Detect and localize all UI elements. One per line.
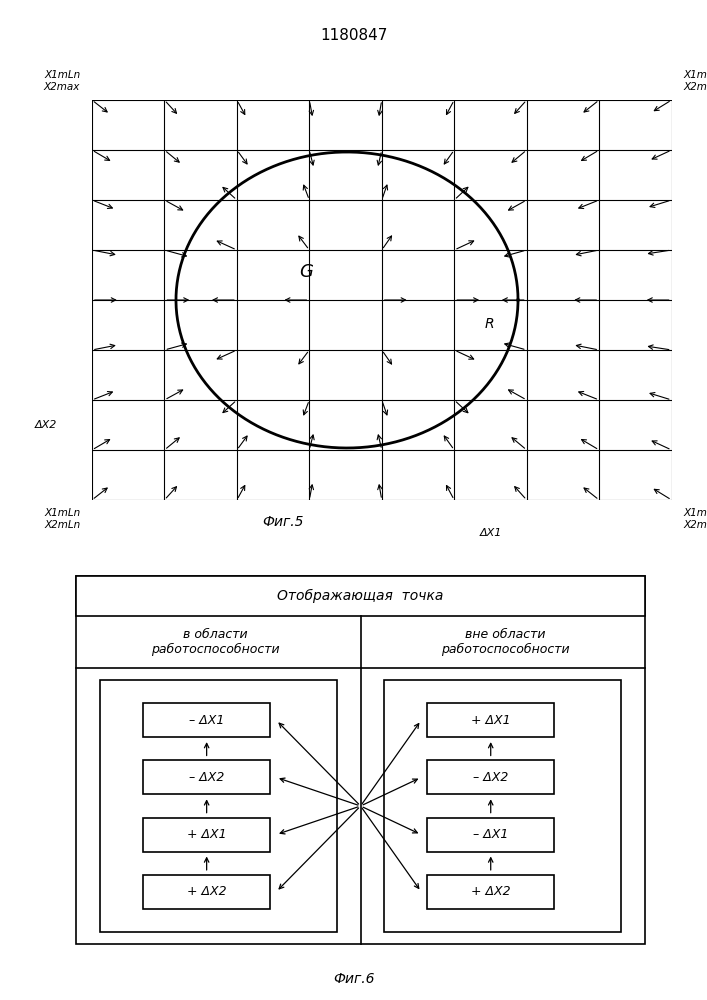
Text: – ΔX2: – ΔX2 [189,771,224,784]
Bar [427,875,554,909]
Text: Фиг.6: Фиг.6 [333,972,374,986]
Text: ΔX1: ΔX1 [479,528,502,538]
Text: + ΔX2: + ΔX2 [471,885,510,898]
Text: Отображающая  точка: Отображающая точка [277,589,444,603]
Text: X1max
X2max: X1max X2max [683,70,707,92]
Text: X1mLn
X2max: X1mLn X2max [44,70,81,92]
Text: R: R [484,317,494,331]
Text: + ΔX1: + ΔX1 [471,714,510,727]
Text: + ΔX2: + ΔX2 [187,885,226,898]
Bar [76,576,645,616]
Text: X1mLn
X2mLn: X1mLn X2mLn [44,508,81,530]
Text: вне области
работоспособности: вне области работоспособности [441,628,570,656]
Text: ΔX2: ΔX2 [35,420,57,430]
Bar [143,760,270,794]
Bar [384,680,621,932]
Bar [143,703,270,737]
Text: в области
работоспособности: в области работоспособности [151,628,280,656]
Text: – ΔX2: – ΔX2 [473,771,508,784]
Bar [427,703,554,737]
Bar [143,875,270,909]
Text: + ΔX1: + ΔX1 [187,828,226,841]
Text: – ΔX1: – ΔX1 [189,714,224,727]
Bar [100,680,337,932]
Text: 1180847: 1180847 [320,27,387,42]
Text: Фиг.5: Фиг.5 [262,515,303,529]
Text: – ΔX1: – ΔX1 [473,828,508,841]
Text: G: G [299,263,313,281]
Text: X1max
X2mLn: X1max X2mLn [683,508,707,530]
Bar [143,818,270,852]
Bar [427,760,554,794]
Bar [427,818,554,852]
